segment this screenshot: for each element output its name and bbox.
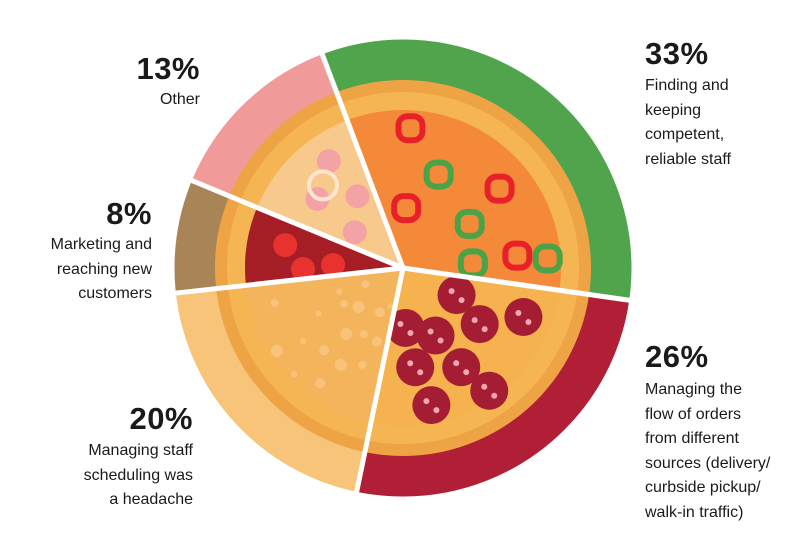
- bell-pepper-icon: [391, 193, 422, 224]
- tomato-icon: [321, 253, 346, 278]
- slice-separator: [353, 267, 406, 498]
- desc-line: Managing the: [645, 381, 742, 398]
- pepperoni-spot: [433, 407, 440, 414]
- pepperoni-icon: [396, 348, 435, 387]
- dough-bubble: [361, 280, 370, 289]
- desc-line: keeping: [645, 101, 702, 119]
- bell-pepper-icon: [454, 208, 485, 239]
- pepperoni-spot: [437, 337, 444, 344]
- pepperoni-spot: [423, 398, 430, 405]
- dough-bubble: [371, 336, 382, 347]
- desc-line: scheduling was: [83, 466, 193, 484]
- percent-marketing: 8%: [106, 196, 152, 231]
- dough-bubble: [340, 327, 353, 340]
- bell-pepper-icon: [532, 243, 563, 274]
- pepperoni-spot: [417, 369, 424, 376]
- pepperoni-icon: [412, 386, 451, 425]
- percent-order-flow: 26%: [645, 339, 709, 374]
- label-finding-staff: 33% Finding and keeping competent, relia…: [645, 37, 731, 172]
- dough-bubble: [315, 310, 322, 317]
- pepperoni-spot: [525, 318, 532, 325]
- dough-bubble: [334, 358, 347, 371]
- pepperoni-spot: [427, 328, 434, 335]
- bell-pepper-icon: [484, 173, 515, 204]
- desc-line: Finding and: [645, 77, 729, 94]
- bell-pepper-icon: [423, 159, 454, 190]
- shrimp-icon: [316, 149, 341, 174]
- pepperoni-spot: [453, 360, 460, 367]
- desc-line: reaching new: [56, 260, 152, 278]
- desc-line: from different: [645, 430, 739, 447]
- dough-bubble: [315, 378, 326, 389]
- dough-bubble: [270, 344, 283, 357]
- dough-bubble: [300, 338, 307, 345]
- pepperoni-icon: [416, 316, 455, 355]
- dough-bubble: [358, 360, 367, 369]
- percent-finding-staff: 33%: [645, 36, 709, 71]
- dough-bubble: [291, 371, 298, 378]
- pepperoni-icon: [460, 305, 499, 344]
- pepperoni-spot: [481, 383, 488, 390]
- pie-slice-3: [173, 179, 403, 294]
- dough-bubble: [336, 288, 343, 295]
- pepperoni-spot: [463, 369, 470, 376]
- bell-pepper-icon: [457, 248, 488, 279]
- shrimp-icon: [342, 220, 367, 245]
- pepperoni-icon: [437, 276, 476, 315]
- label-marketing: 8% Marketing and reaching new customers: [51, 197, 152, 307]
- pie-slice-1: [356, 268, 631, 499]
- dough-bubble: [374, 307, 385, 318]
- desc-line: a headache: [109, 491, 193, 508]
- slice-separator: [317, 48, 406, 269]
- desc-line: competent,: [645, 126, 725, 143]
- slice-separator: [185, 176, 404, 271]
- desc-line: walk-in traffic): [645, 503, 744, 521]
- slice-separator: [402, 265, 636, 304]
- pepperoni-icon: [442, 348, 481, 387]
- shrimp-icon: [345, 184, 370, 209]
- pie-slice-4: [190, 52, 403, 269]
- tomato-icon: [291, 256, 316, 281]
- label-scheduling: 20% Managing staff scheduling was a head…: [84, 402, 193, 513]
- dough-bubble: [352, 300, 365, 313]
- pepperoni-icon: [386, 308, 425, 347]
- pepperoni-spot: [407, 329, 414, 336]
- pie-outline: [171, 36, 635, 500]
- pepperoni-spot: [491, 392, 498, 399]
- desc-line: flow of orders: [645, 405, 742, 423]
- dough-bubble: [270, 299, 279, 308]
- desc-line: Marketing and: [50, 236, 152, 253]
- pepperoni-icon: [470, 371, 509, 410]
- desc-line: customers: [78, 285, 152, 302]
- percent-scheduling: 20%: [129, 401, 193, 436]
- tomato-icon: [273, 233, 298, 258]
- desc-line: Managing staff: [88, 442, 193, 459]
- pie-slice-2: [174, 268, 403, 494]
- dough-bubble: [359, 330, 368, 339]
- label-other: 13% Other: [136, 52, 200, 113]
- dough-bubble: [319, 345, 330, 356]
- percent-other: 13%: [136, 51, 200, 86]
- pepperoni-spot: [407, 360, 414, 367]
- slice-separator: [170, 265, 404, 297]
- pepperoni-spot: [458, 297, 465, 304]
- onion-ring-icon: [306, 169, 339, 202]
- pepperoni-icon: [504, 297, 543, 336]
- pizza-topping-base: [245, 207, 403, 286]
- bell-pepper-icon: [502, 240, 533, 271]
- pepperoni-spot: [397, 320, 404, 327]
- desc-line: reliable staff: [645, 150, 731, 168]
- dough-bubble: [340, 299, 349, 308]
- desc-line: curbside pickup/: [645, 479, 761, 496]
- bell-pepper-icon: [395, 113, 426, 144]
- pie-slice-0: [321, 37, 633, 301]
- desc-line: sources (delivery/: [645, 454, 771, 472]
- desc-line: Other: [159, 91, 200, 108]
- pepperoni-spot: [448, 288, 455, 295]
- pepperoni-spot: [471, 317, 478, 324]
- pepperoni-spot: [481, 326, 488, 333]
- pepperoni-spot: [515, 309, 522, 316]
- label-order-flow: 26% Managing the flow of orders from dif…: [645, 340, 770, 525]
